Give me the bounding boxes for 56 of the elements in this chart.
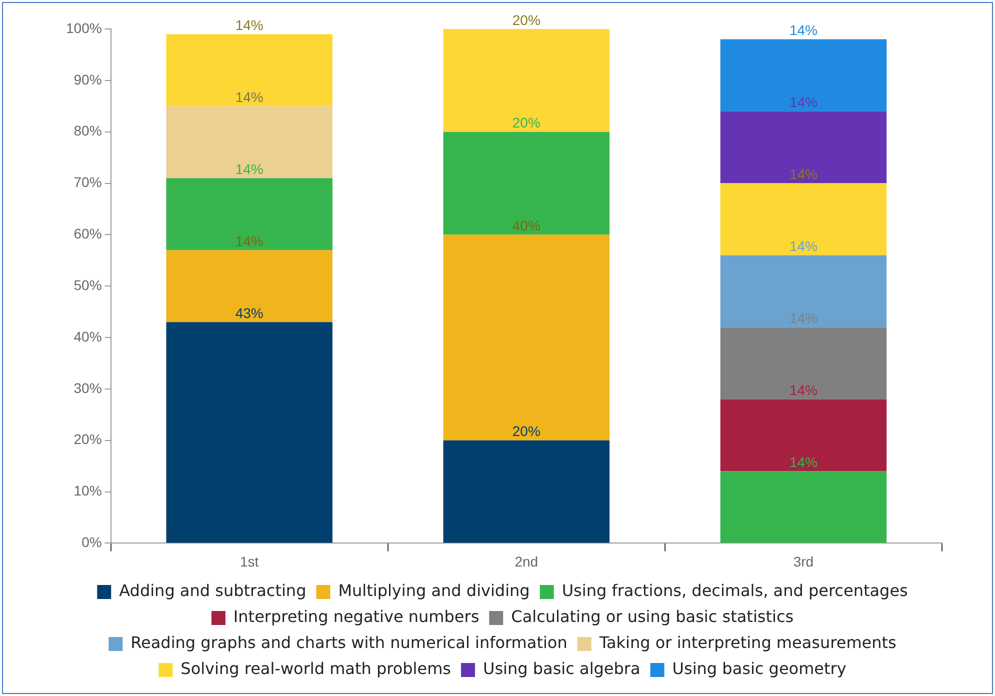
data-label: 14% bbox=[235, 17, 264, 33]
x-tick-label: 1st bbox=[240, 553, 259, 570]
y-tick-label: 60% bbox=[74, 226, 102, 242]
data-label: 14% bbox=[789, 22, 818, 38]
legend-label: Using basic geometry bbox=[672, 659, 846, 678]
legend-label: Using basic algebra bbox=[483, 659, 640, 678]
legend-label: Interpreting negative numbers bbox=[233, 607, 480, 626]
legend-label: Solving real-world math problems bbox=[180, 659, 452, 678]
data-label: 14% bbox=[789, 166, 818, 182]
data-label: 40% bbox=[512, 218, 540, 234]
legend-label: Taking or interpreting measurements bbox=[598, 633, 896, 652]
bar bbox=[720, 111, 887, 184]
data-label: 20% bbox=[512, 114, 540, 131]
y-tick-label: 10% bbox=[74, 482, 102, 499]
data-label: 43% bbox=[235, 304, 264, 321]
data-label: 20% bbox=[512, 12, 540, 28]
bar bbox=[720, 471, 887, 543]
bar bbox=[166, 178, 332, 250]
bar bbox=[720, 255, 887, 328]
legend-label: Reading graphs and charts with numerical information bbox=[130, 633, 568, 652]
bar bbox=[443, 132, 610, 235]
data-label: 14% bbox=[789, 454, 818, 470]
bar bbox=[166, 322, 332, 543]
data-label: 14% bbox=[235, 160, 264, 177]
legend-label: Adding and subtracting bbox=[119, 581, 306, 600]
bar bbox=[443, 29, 610, 132]
bar bbox=[720, 39, 887, 112]
bar bbox=[720, 327, 887, 400]
bar bbox=[720, 183, 887, 256]
data-label: 14% bbox=[235, 88, 264, 105]
y-tick-label: 80% bbox=[74, 122, 102, 139]
y-tick-label: 40% bbox=[74, 328, 102, 344]
y-tick-label: 70% bbox=[74, 174, 102, 190]
bar bbox=[166, 34, 332, 106]
legend-label: Calculating or using basic statistics bbox=[511, 607, 794, 626]
data-label: 14% bbox=[789, 238, 818, 254]
x-tick-label: 2nd bbox=[514, 553, 538, 570]
bar bbox=[166, 250, 332, 322]
y-tick-label: 100% bbox=[66, 20, 102, 36]
y-tick-label: 0% bbox=[82, 534, 102, 550]
data-label: 14% bbox=[789, 94, 818, 110]
y-tick-label: 20% bbox=[74, 431, 102, 448]
bar bbox=[166, 106, 332, 178]
bar bbox=[443, 440, 610, 543]
data-label: 14% bbox=[789, 310, 818, 326]
x-tick-label: 3rd bbox=[793, 553, 814, 570]
y-tick-label: 50% bbox=[74, 276, 102, 293]
legend-label: Using fractions, decimals, and percentages bbox=[562, 581, 908, 600]
data-label: 14% bbox=[235, 232, 264, 249]
bar bbox=[720, 399, 887, 472]
bar bbox=[443, 234, 610, 440]
data-label: 20% bbox=[512, 423, 540, 440]
legend-label: Multiplying and dividing bbox=[338, 581, 530, 600]
data-label: 14% bbox=[789, 382, 818, 398]
y-tick-label: 30% bbox=[74, 380, 102, 396]
y-tick-label: 90% bbox=[74, 71, 102, 88]
